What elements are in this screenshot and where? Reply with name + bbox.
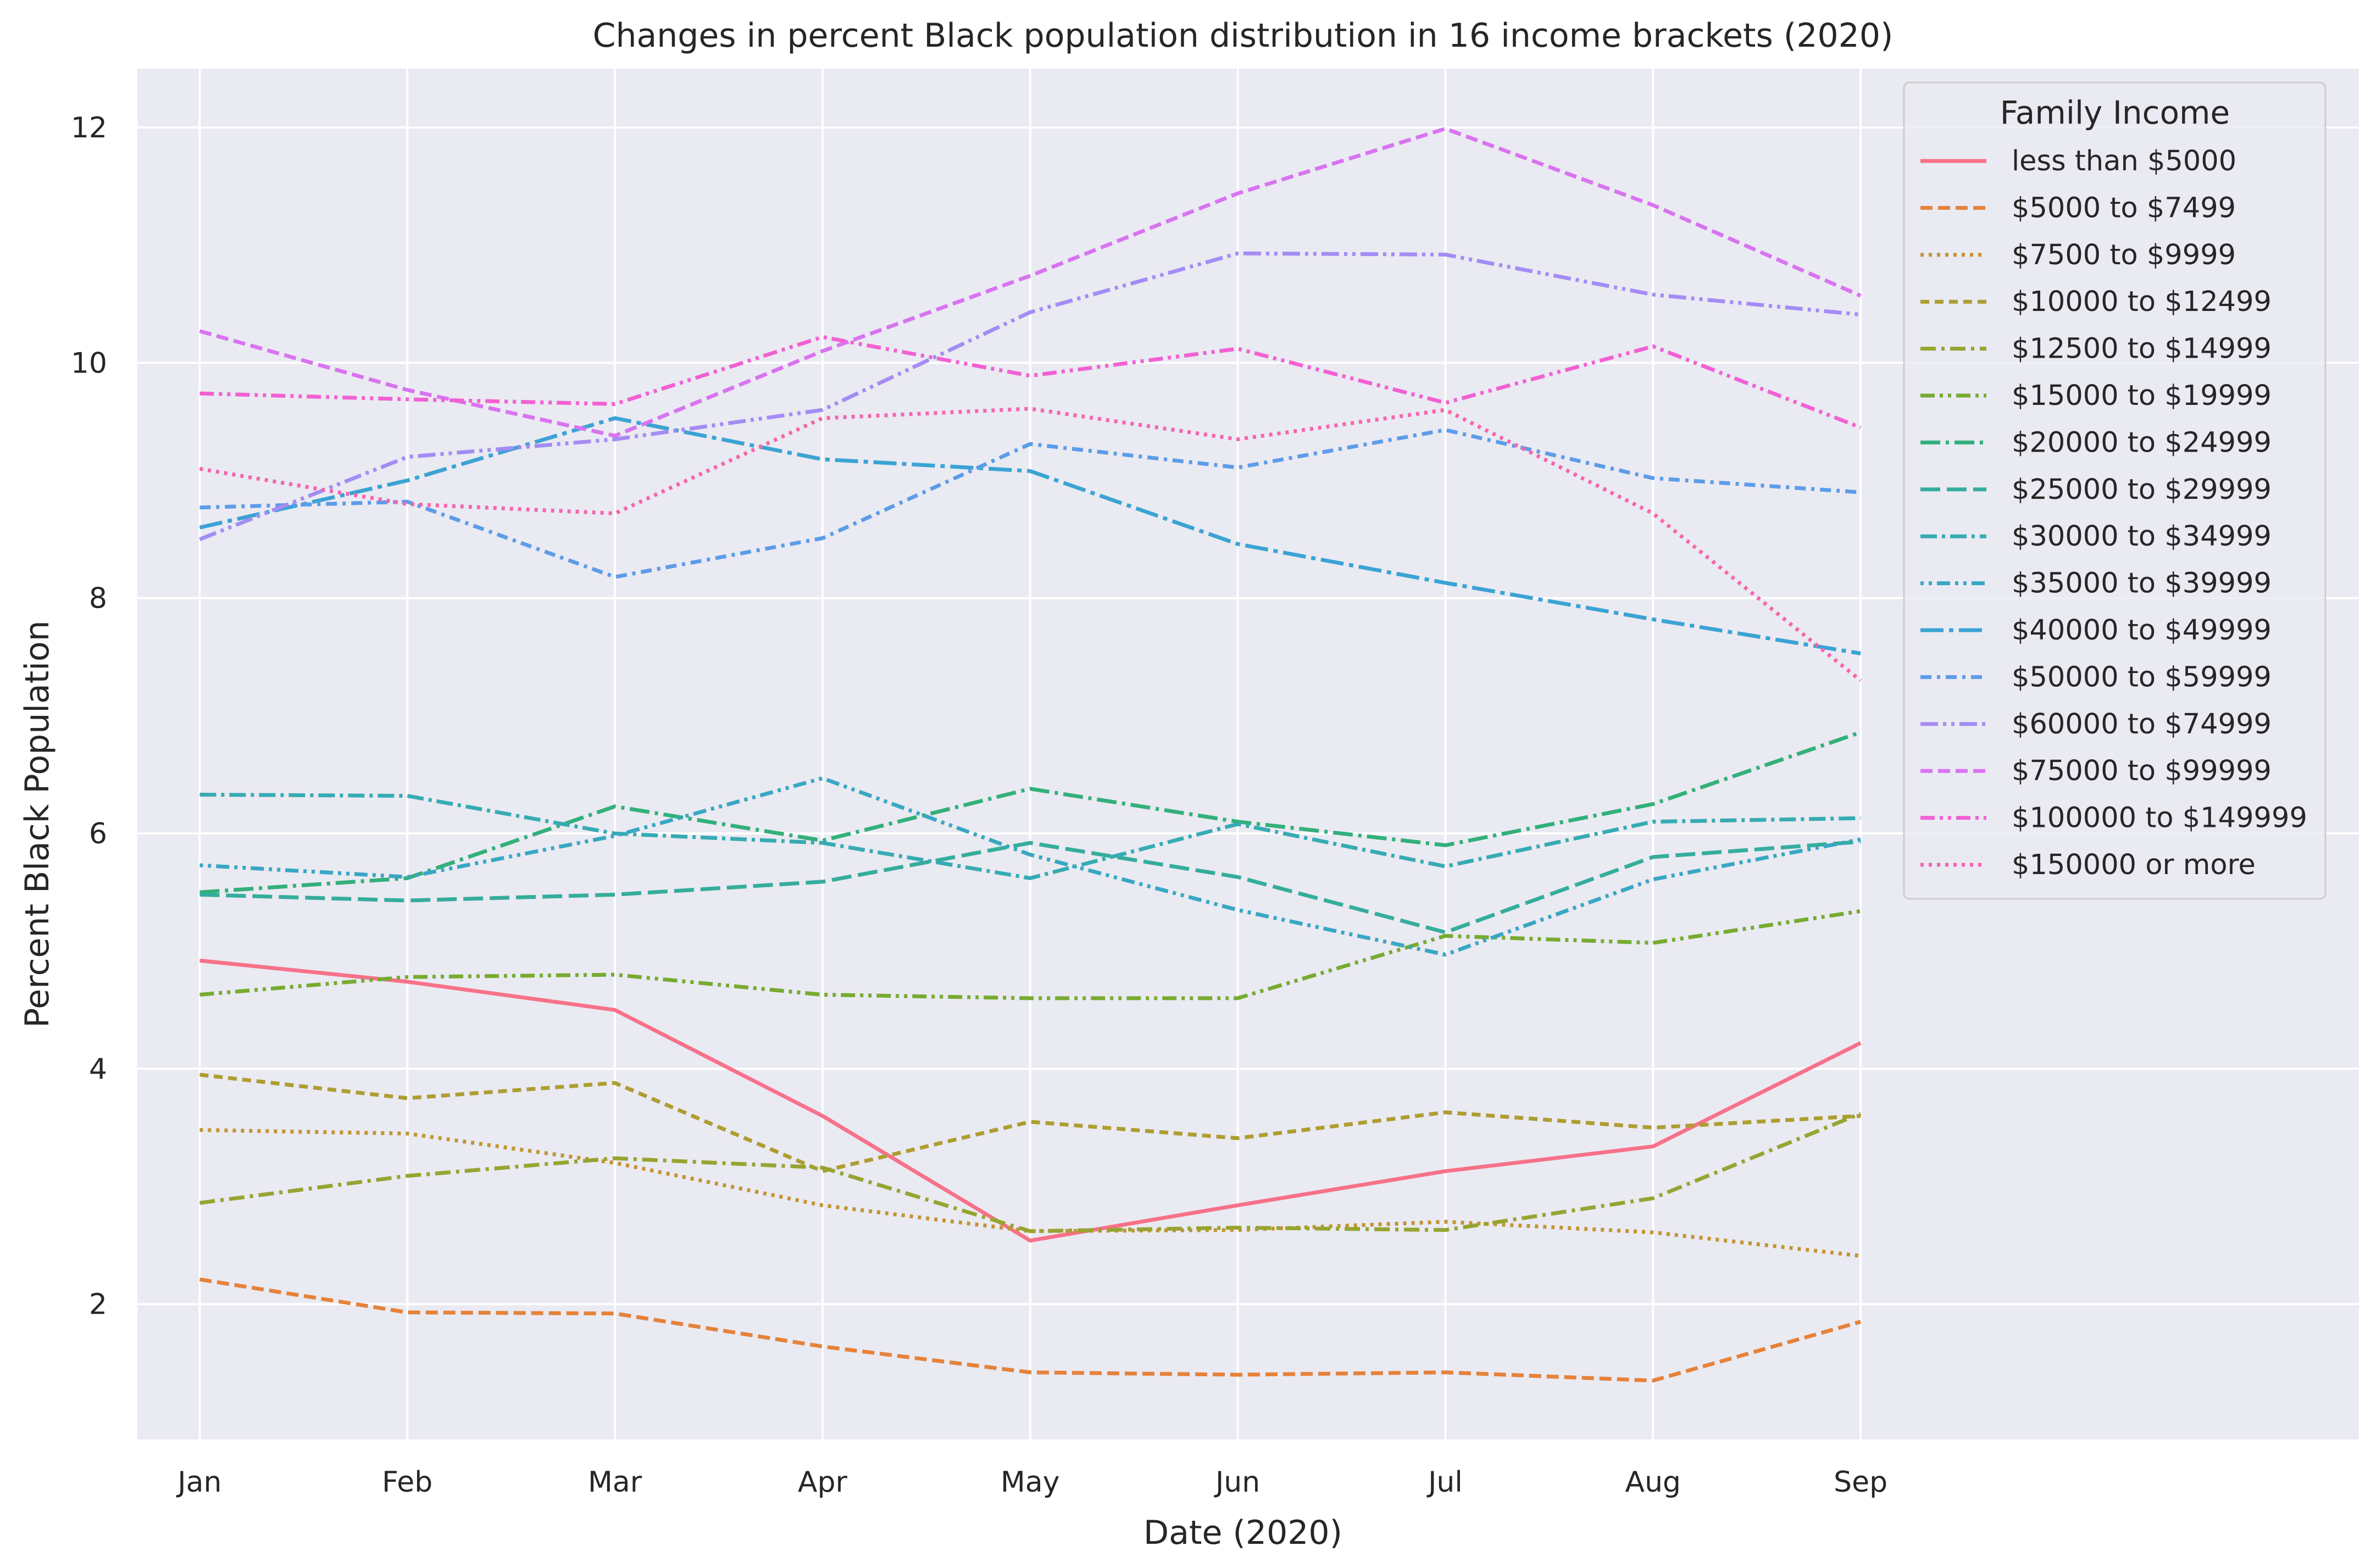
x-tick-label: May [1001,1466,1060,1499]
series-line [199,416,1861,655]
legend-entry: $35000 to $39999 [1920,568,2272,600]
x-tick-label: Jun [1214,1466,1260,1499]
legend-entry: $5000 to $7499 [1920,192,2236,224]
legend: Family Income less than $5000 $5000 to $7… [1903,81,2326,900]
series-line [199,839,1861,935]
series-line [199,126,1862,438]
y-tick-label: 10 [71,347,107,380]
legend-label: $50000 to $59999 [2012,661,2272,693]
legend-title: Family Income [2000,94,2230,131]
legend-label: $15000 to $19999 [2012,380,2272,412]
x-axis-label: Date (2020) [1143,1514,1342,1552]
series-line [199,335,1862,430]
legend-entry: $75000 to $99999 [1920,755,2272,787]
legend-label: $7500 to $9999 [2012,239,2236,271]
y-tick-label: 6 [89,818,107,850]
x-tick-label: Sep [1834,1466,1887,1499]
x-axis-ticks: Jan Feb Mar Apr May Jun Jul Aug Sep [176,1466,1887,1499]
legend-label: less than $5000 [2012,145,2236,177]
series-lines [199,126,1862,1383]
legend-label: $150000 or more [2012,849,2256,881]
x-tick-label: Jul [1426,1466,1463,1499]
y-tick-label: 2 [89,1288,107,1321]
legend-label: $10000 to $12499 [2012,286,2272,318]
legend-label: $20000 to $24999 [2012,426,2272,459]
x-tick-label: Apr [798,1466,848,1499]
legend-label: $100000 to $149999 [2012,802,2307,835]
legend-entry: $150000 or more [1920,849,2256,881]
series-line [199,909,1861,1000]
series-line [199,1111,1862,1233]
legend-entry: $60000 to $74999 [1920,708,2272,741]
legend-label: $60000 to $74999 [2012,708,2272,741]
y-tick-label: 12 [71,112,107,144]
x-tick-label: Mar [588,1466,642,1499]
legend-entry: $7500 to $9999 [1920,239,2236,271]
legend-entry: $15000 to $19999 [1920,380,2272,412]
legend-label: $25000 to $29999 [2012,474,2272,506]
y-tick-label: 8 [89,582,107,615]
series-line [199,428,1861,579]
legend-entry: $25000 to $29999 [1920,474,2272,506]
legend-entry: $12500 to $14999 [1920,333,2272,365]
series-line [199,776,1861,957]
legend-entry: $20000 to $24999 [1920,426,2272,459]
x-tick-label: Feb [382,1466,432,1499]
legend-label: $75000 to $99999 [2012,755,2272,787]
legend-entry: $30000 to $34999 [1920,520,2272,553]
legend-entry: less than $5000 [1920,145,2236,177]
x-tick-label: Jan [176,1466,221,1499]
legend-label: $12500 to $14999 [2012,333,2272,365]
series-line [199,251,1861,541]
series-line [199,407,1862,682]
legend-entry: $50000 to $59999 [1920,661,2272,693]
legend-label: $35000 to $39999 [2012,568,2272,600]
legend-label: $30000 to $34999 [2012,520,2272,553]
series-line [199,792,1861,880]
series-line [199,958,1862,1243]
y-tick-label: 4 [89,1053,107,1086]
series-line [199,730,1862,894]
x-tick-label: Aug [1625,1466,1681,1499]
legend-entry: $100000 to $149999 [1920,802,2307,835]
legend-label: $5000 to $7499 [2012,192,2236,224]
legend-entry: $40000 to $49999 [1920,614,2272,647]
legend-entry: $10000 to $12499 [1920,286,2272,318]
chart-title: Changes in percent Black population dist… [593,16,1894,55]
y-axis-label: Percent Black Population [18,620,57,1027]
grid-lines [137,69,2359,1439]
series-line [199,1072,1861,1174]
legend-label: $40000 to $49999 [2012,614,2272,647]
series-line [199,1277,1862,1383]
legend-box [1903,81,2326,900]
y-axis-ticks: 2 4 6 8 10 12 [71,112,107,1321]
legend-items: less than $5000 $5000 to $7499 $7500 to $9… [1920,145,2307,881]
